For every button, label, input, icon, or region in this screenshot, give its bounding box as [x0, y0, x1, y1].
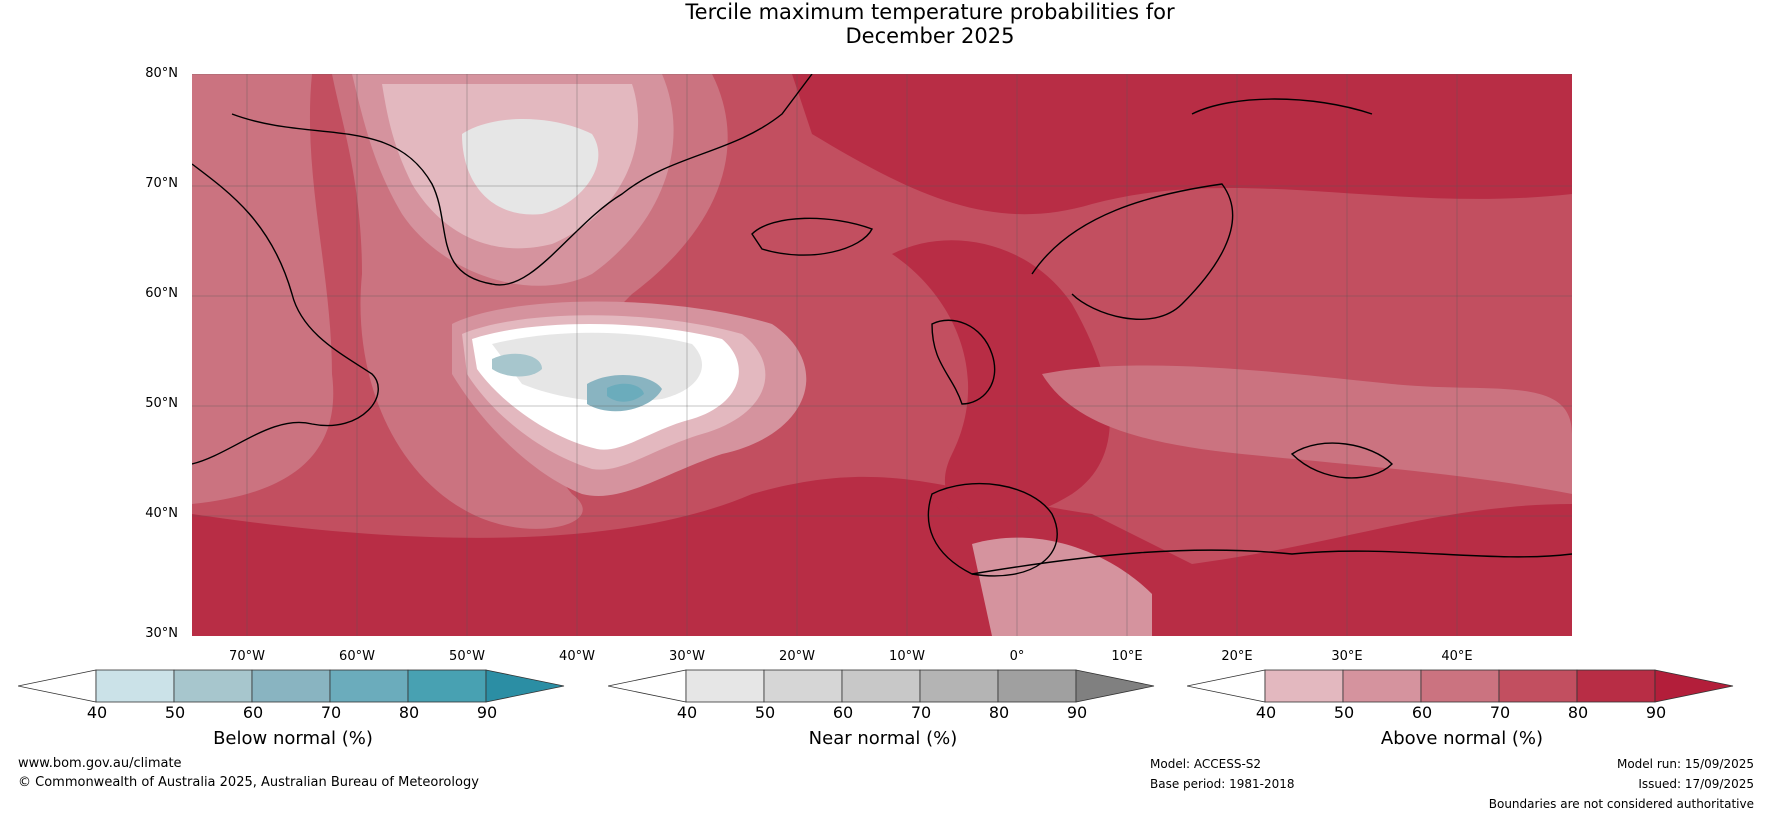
- model-run-text: Model run: 15/09/2025: [1616, 757, 1754, 771]
- issued-text: Issued: 17/09/2025: [1638, 777, 1754, 791]
- colorbar-tick: 40: [86, 703, 108, 722]
- colorbar-title-above: Above normal (%): [1380, 728, 1544, 749]
- colorbar-extend-high: [1075, 669, 1155, 703]
- colorbar-tick: 60: [832, 703, 854, 722]
- colorbar-segment: [1342, 669, 1422, 703]
- lat-label: 70°N: [145, 176, 178, 191]
- greenland-coast: [231, 73, 813, 286]
- colorbar-tick: 90: [1066, 703, 1088, 722]
- colorbar-extend-low: [18, 669, 97, 703]
- lon-label: 20°E: [1221, 649, 1253, 664]
- colorbar-tick: 80: [988, 703, 1010, 722]
- lon-label: 30°E: [1331, 649, 1363, 664]
- model-text: Model: ACCESS-S2: [1150, 757, 1262, 771]
- below-normal-patch-1: [492, 353, 542, 377]
- colorbar-tick: 50: [1333, 703, 1355, 722]
- britain-coast: [931, 319, 996, 405]
- title-line-2: December 2025: [845, 24, 1015, 48]
- title-line-1: Tercile maximum temperature probabilitie…: [685, 0, 1175, 24]
- colorbar-tick: 90: [476, 703, 498, 722]
- lat-label: 30°N: [145, 626, 178, 641]
- colorbar-tick: 50: [754, 703, 776, 722]
- lon-label: 40°W: [559, 649, 595, 664]
- lon-label: 10°E: [1111, 649, 1143, 664]
- lon-label: 10°W: [889, 649, 925, 664]
- lon-label: 0°: [1009, 649, 1025, 664]
- colorbar-tick: 40: [1255, 703, 1277, 722]
- copyright-text: © Commonwealth of Australia 2025, Austra…: [18, 775, 479, 790]
- colorbar-segment: [685, 669, 765, 703]
- below-normal-patch-3: [607, 383, 644, 402]
- colorbar-tick: 60: [242, 703, 264, 722]
- colorbar-below-normal: [18, 669, 565, 703]
- colorbar-segment: [329, 669, 409, 703]
- above-normal-west: [192, 74, 334, 504]
- lon-label: 30°W: [669, 649, 705, 664]
- colorbar-extend-high: [485, 669, 565, 703]
- lon-label: 40°E: [1441, 649, 1473, 664]
- lat-label: 60°N: [145, 286, 178, 301]
- colorbar-title-below: Below normal (%): [213, 728, 373, 749]
- colorbar-near-normal: [608, 669, 1155, 703]
- colorbar-segments: [18, 669, 565, 703]
- colorbar-segment: [1498, 669, 1578, 703]
- colorbar-tick: 70: [320, 703, 342, 722]
- near-normal-greenland: [462, 119, 599, 215]
- base-period-text: Base period: 1981-2018: [1150, 777, 1295, 791]
- map-canvas: [191, 73, 1573, 636]
- colorbar-segment: [1420, 669, 1500, 703]
- colorbar-segment: [173, 669, 253, 703]
- lat-label: 50°N: [145, 396, 178, 411]
- iberia-coast: [927, 482, 1058, 577]
- black-sea-coast: [1290, 442, 1393, 479]
- colorbar-tick: 50: [164, 703, 186, 722]
- colorbar-segment: [997, 669, 1077, 703]
- colorbar-segment: [1576, 669, 1656, 703]
- colorbar-tick: 80: [1567, 703, 1589, 722]
- colorbar-segment: [407, 669, 487, 703]
- coastlines: [191, 73, 1573, 577]
- colorbar-segment: [919, 669, 999, 703]
- colorbar-tick: 70: [910, 703, 932, 722]
- scandinavia-coast: [1031, 183, 1234, 320]
- above-normal-60-70-east: [1042, 365, 1572, 494]
- graticule: [192, 73, 1572, 636]
- colorbar-segments: [608, 669, 1155, 703]
- lon-label: 50°W: [449, 649, 485, 664]
- colorbar-title-near: Near normal (%): [808, 728, 958, 749]
- colorbar-tick: 90: [1645, 703, 1667, 722]
- colorbar-above-normal: [1187, 669, 1734, 703]
- chart-title: Tercile maximum temperature probabilitie…: [0, 0, 1770, 48]
- lat-label: 40°N: [145, 506, 178, 521]
- colorbar-extend-low: [608, 669, 687, 703]
- above-normal-high-south: [192, 476, 1572, 636]
- colorbar-segment: [841, 669, 921, 703]
- colorbar-tick: 70: [1489, 703, 1511, 722]
- colorbar-segment: [251, 669, 331, 703]
- lon-label: 20°W: [779, 649, 815, 664]
- iceland-coast: [751, 217, 873, 256]
- colorbar-extend-low: [1187, 669, 1266, 703]
- lat-label: 80°N: [145, 66, 178, 81]
- colorbar-segments: [1187, 669, 1734, 703]
- north-africa-coast: [971, 549, 1573, 575]
- colorbar-segment: [95, 669, 175, 703]
- probability-map: [191, 73, 1573, 636]
- disclaimer-text: Boundaries are not considered authoritat…: [1488, 797, 1754, 811]
- above-normal-50-60-africa: [972, 537, 1152, 636]
- colorbar-segment: [763, 669, 843, 703]
- above-normal-high-north: [792, 74, 1572, 215]
- canada-coast: [191, 163, 379, 465]
- colorbar-extend-high: [1654, 669, 1734, 703]
- svalbard-coast: [1191, 98, 1373, 115]
- website-link[interactable]: www.bom.gov.au/climate: [18, 756, 182, 771]
- lon-label: 60°W: [339, 649, 375, 664]
- lon-label: 70°W: [229, 649, 265, 664]
- colorbar-segment: [1264, 669, 1344, 703]
- above-normal-high-atlantic: [892, 240, 1110, 520]
- colorbar-tick: 40: [676, 703, 698, 722]
- colorbar-tick: 80: [398, 703, 420, 722]
- colorbar-tick: 60: [1411, 703, 1433, 722]
